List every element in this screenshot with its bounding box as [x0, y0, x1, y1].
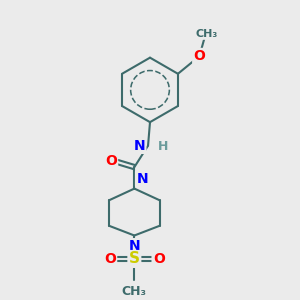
Text: S: S — [129, 251, 140, 266]
Text: CH₃: CH₃ — [195, 29, 218, 39]
Text: O: O — [104, 252, 116, 266]
Text: H: H — [158, 140, 168, 153]
Text: O: O — [105, 154, 117, 168]
Text: O: O — [194, 49, 206, 63]
Text: CH₃: CH₃ — [122, 285, 147, 298]
Text: O: O — [153, 252, 165, 266]
Text: N: N — [129, 239, 140, 254]
Text: N: N — [134, 139, 145, 153]
Text: N: N — [136, 172, 148, 186]
